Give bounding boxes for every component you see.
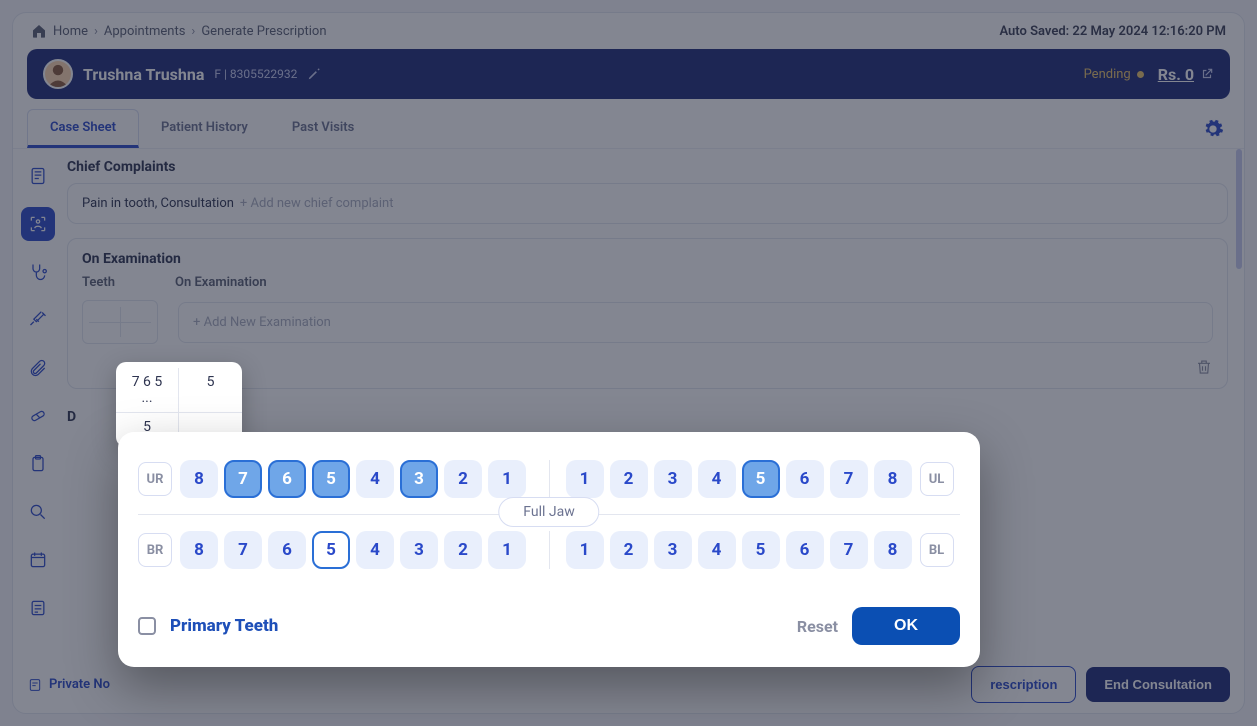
tooth-br-3[interactable]: 3 [400, 531, 438, 569]
tooth-bl-3[interactable]: 3 [654, 531, 692, 569]
tooth-ul-5[interactable]: 5 [742, 460, 780, 498]
tooth-bl-2[interactable]: 2 [610, 531, 648, 569]
primary-teeth-checkbox[interactable] [138, 617, 156, 635]
ok-button[interactable]: OK [852, 607, 960, 645]
tooth-ur-4[interactable]: 4 [356, 460, 394, 498]
vertical-divider [549, 531, 550, 569]
lower-right-half: BR 87654321 [138, 531, 533, 569]
jaw-divider: Full Jaw [138, 514, 960, 515]
vertical-divider [549, 460, 550, 498]
quadrant-ul: UL [920, 462, 954, 496]
upper-left-half: 12345678 UL [566, 460, 961, 498]
tooth-br-8[interactable]: 8 [180, 531, 218, 569]
tooth-ul-7[interactable]: 7 [830, 460, 868, 498]
tooth-br-6[interactable]: 6 [268, 531, 306, 569]
primary-teeth-label: Primary Teeth [170, 616, 278, 636]
tooth-bl-6[interactable]: 6 [786, 531, 824, 569]
tooth-ur-1[interactable]: 1 [488, 460, 526, 498]
tooth-ur-8[interactable]: 8 [180, 460, 218, 498]
tooth-ul-2[interactable]: 2 [610, 460, 648, 498]
lower-left-half: 12345678 BL [566, 531, 961, 569]
tooth-bl-5[interactable]: 5 [742, 531, 780, 569]
tooth-br-1[interactable]: 1 [488, 531, 526, 569]
mini-ul: 5 [179, 368, 242, 413]
tooth-bl-8[interactable]: 8 [874, 531, 912, 569]
tooth-bl-1[interactable]: 1 [566, 531, 604, 569]
tooth-ur-5[interactable]: 5 [312, 460, 350, 498]
tooth-ul-6[interactable]: 6 [786, 460, 824, 498]
tooth-ur-3[interactable]: 3 [400, 460, 438, 498]
quadrant-br: BR [138, 533, 172, 567]
tooth-ul-1[interactable]: 1 [566, 460, 604, 498]
mini-ur: 7 6 5 ... [116, 368, 179, 413]
tooth-bl-7[interactable]: 7 [830, 531, 868, 569]
tooth-br-5[interactable]: 5 [312, 531, 350, 569]
modal-footer: Primary Teeth Reset OK [138, 607, 960, 645]
lower-jaw-row: BR 87654321 12345678 BL [138, 521, 960, 579]
tooth-ur-7[interactable]: 7 [224, 460, 262, 498]
tooth-ul-3[interactable]: 3 [654, 460, 692, 498]
teeth-modal: UR 87654321 12345678 UL Full Jaw BR 8765… [118, 432, 980, 667]
full-jaw-button[interactable]: Full Jaw [498, 497, 599, 527]
quadrant-ur: UR [138, 462, 172, 496]
tooth-br-7[interactable]: 7 [224, 531, 262, 569]
tooth-ul-8[interactable]: 8 [874, 460, 912, 498]
quadrant-bl: BL [920, 533, 954, 567]
tooth-ur-6[interactable]: 6 [268, 460, 306, 498]
tooth-ul-4[interactable]: 4 [698, 460, 736, 498]
tooth-ur-2[interactable]: 2 [444, 460, 482, 498]
tooth-br-4[interactable]: 4 [356, 531, 394, 569]
tooth-br-2[interactable]: 2 [444, 531, 482, 569]
upper-right-half: UR 87654321 [138, 460, 533, 498]
tooth-bl-4[interactable]: 4 [698, 531, 736, 569]
reset-button[interactable]: Reset [797, 617, 838, 636]
